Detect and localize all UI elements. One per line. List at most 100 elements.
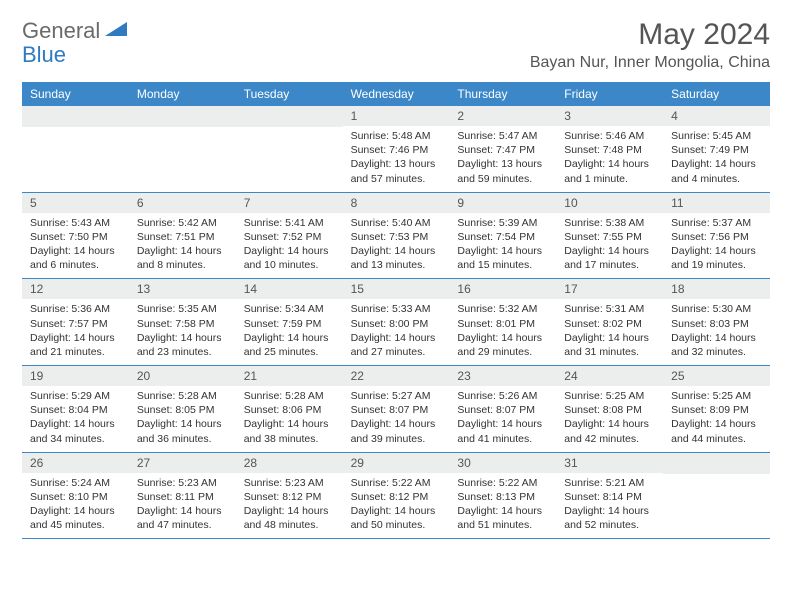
day-body: Sunrise: 5:32 AMSunset: 8:01 PMDaylight:… bbox=[449, 299, 556, 365]
day-number: 16 bbox=[449, 279, 556, 299]
day-header: Thursday bbox=[449, 82, 556, 106]
day-number: 30 bbox=[449, 453, 556, 473]
day-body: Sunrise: 5:46 AMSunset: 7:48 PMDaylight:… bbox=[556, 126, 663, 192]
day-body: Sunrise: 5:24 AMSunset: 8:10 PMDaylight:… bbox=[22, 473, 129, 539]
day-cell: 17Sunrise: 5:31 AMSunset: 8:02 PMDayligh… bbox=[556, 279, 663, 365]
day-number: 8 bbox=[343, 193, 450, 213]
week-row: 19Sunrise: 5:29 AMSunset: 8:04 PMDayligh… bbox=[22, 366, 770, 453]
empty-day bbox=[236, 106, 343, 127]
day-cell bbox=[236, 106, 343, 192]
day-number: 24 bbox=[556, 366, 663, 386]
day-number: 18 bbox=[663, 279, 770, 299]
day-cell: 5Sunrise: 5:43 AMSunset: 7:50 PMDaylight… bbox=[22, 193, 129, 279]
day-body: Sunrise: 5:30 AMSunset: 8:03 PMDaylight:… bbox=[663, 299, 770, 365]
day-cell: 20Sunrise: 5:28 AMSunset: 8:05 PMDayligh… bbox=[129, 366, 236, 452]
week-row: 12Sunrise: 5:36 AMSunset: 7:57 PMDayligh… bbox=[22, 279, 770, 366]
day-body: Sunrise: 5:47 AMSunset: 7:47 PMDaylight:… bbox=[449, 126, 556, 192]
day-body: Sunrise: 5:26 AMSunset: 8:07 PMDaylight:… bbox=[449, 386, 556, 452]
day-body: Sunrise: 5:21 AMSunset: 8:14 PMDaylight:… bbox=[556, 473, 663, 539]
day-cell: 2Sunrise: 5:47 AMSunset: 7:47 PMDaylight… bbox=[449, 106, 556, 192]
day-body: Sunrise: 5:25 AMSunset: 8:09 PMDaylight:… bbox=[663, 386, 770, 452]
day-cell: 11Sunrise: 5:37 AMSunset: 7:56 PMDayligh… bbox=[663, 193, 770, 279]
day-body: Sunrise: 5:22 AMSunset: 8:13 PMDaylight:… bbox=[449, 473, 556, 539]
day-body: Sunrise: 5:36 AMSunset: 7:57 PMDaylight:… bbox=[22, 299, 129, 365]
day-number: 13 bbox=[129, 279, 236, 299]
day-header: Friday bbox=[556, 82, 663, 106]
week-row: 1Sunrise: 5:48 AMSunset: 7:46 PMDaylight… bbox=[22, 106, 770, 193]
day-cell: 3Sunrise: 5:46 AMSunset: 7:48 PMDaylight… bbox=[556, 106, 663, 192]
day-cell bbox=[663, 453, 770, 539]
day-number: 26 bbox=[22, 453, 129, 473]
day-cell: 13Sunrise: 5:35 AMSunset: 7:58 PMDayligh… bbox=[129, 279, 236, 365]
day-cell: 6Sunrise: 5:42 AMSunset: 7:51 PMDaylight… bbox=[129, 193, 236, 279]
week-row: 26Sunrise: 5:24 AMSunset: 8:10 PMDayligh… bbox=[22, 453, 770, 540]
day-cell: 22Sunrise: 5:27 AMSunset: 8:07 PMDayligh… bbox=[343, 366, 450, 452]
day-cell: 10Sunrise: 5:38 AMSunset: 7:55 PMDayligh… bbox=[556, 193, 663, 279]
logo-text-general: General bbox=[22, 18, 100, 44]
day-body: Sunrise: 5:23 AMSunset: 8:12 PMDaylight:… bbox=[236, 473, 343, 539]
day-body: Sunrise: 5:31 AMSunset: 8:02 PMDaylight:… bbox=[556, 299, 663, 365]
day-body: Sunrise: 5:40 AMSunset: 7:53 PMDaylight:… bbox=[343, 213, 450, 279]
day-number: 19 bbox=[22, 366, 129, 386]
day-number: 1 bbox=[343, 106, 450, 126]
day-cell: 9Sunrise: 5:39 AMSunset: 7:54 PMDaylight… bbox=[449, 193, 556, 279]
day-body: Sunrise: 5:29 AMSunset: 8:04 PMDaylight:… bbox=[22, 386, 129, 452]
day-cell: 14Sunrise: 5:34 AMSunset: 7:59 PMDayligh… bbox=[236, 279, 343, 365]
day-body: Sunrise: 5:28 AMSunset: 8:06 PMDaylight:… bbox=[236, 386, 343, 452]
header: General May 2024 Bayan Nur, Inner Mongol… bbox=[22, 18, 770, 72]
day-number: 29 bbox=[343, 453, 450, 473]
day-body: Sunrise: 5:41 AMSunset: 7:52 PMDaylight:… bbox=[236, 213, 343, 279]
day-number: 6 bbox=[129, 193, 236, 213]
day-header: Sunday bbox=[22, 82, 129, 106]
logo-triangle-icon bbox=[105, 20, 127, 43]
logo-blue-row: Blue bbox=[22, 42, 66, 68]
day-header: Wednesday bbox=[343, 82, 450, 106]
day-number: 14 bbox=[236, 279, 343, 299]
day-header: Tuesday bbox=[236, 82, 343, 106]
day-cell: 1Sunrise: 5:48 AMSunset: 7:46 PMDaylight… bbox=[343, 106, 450, 192]
empty-day bbox=[663, 453, 770, 474]
day-cell: 28Sunrise: 5:23 AMSunset: 8:12 PMDayligh… bbox=[236, 453, 343, 539]
day-header: Saturday bbox=[663, 82, 770, 106]
day-body: Sunrise: 5:43 AMSunset: 7:50 PMDaylight:… bbox=[22, 213, 129, 279]
day-number: 7 bbox=[236, 193, 343, 213]
day-number: 31 bbox=[556, 453, 663, 473]
week-row: 5Sunrise: 5:43 AMSunset: 7:50 PMDaylight… bbox=[22, 193, 770, 280]
day-body: Sunrise: 5:39 AMSunset: 7:54 PMDaylight:… bbox=[449, 213, 556, 279]
location: Bayan Nur, Inner Mongolia, China bbox=[530, 54, 770, 72]
day-body: Sunrise: 5:27 AMSunset: 8:07 PMDaylight:… bbox=[343, 386, 450, 452]
day-cell: 25Sunrise: 5:25 AMSunset: 8:09 PMDayligh… bbox=[663, 366, 770, 452]
day-number: 5 bbox=[22, 193, 129, 213]
day-number: 23 bbox=[449, 366, 556, 386]
day-cell: 19Sunrise: 5:29 AMSunset: 8:04 PMDayligh… bbox=[22, 366, 129, 452]
day-cell bbox=[22, 106, 129, 192]
day-body: Sunrise: 5:35 AMSunset: 7:58 PMDaylight:… bbox=[129, 299, 236, 365]
day-cell: 29Sunrise: 5:22 AMSunset: 8:12 PMDayligh… bbox=[343, 453, 450, 539]
day-cell: 24Sunrise: 5:25 AMSunset: 8:08 PMDayligh… bbox=[556, 366, 663, 452]
day-cell bbox=[129, 106, 236, 192]
day-cell: 8Sunrise: 5:40 AMSunset: 7:53 PMDaylight… bbox=[343, 193, 450, 279]
empty-day bbox=[129, 106, 236, 127]
logo: General bbox=[22, 18, 129, 44]
day-number: 9 bbox=[449, 193, 556, 213]
day-number: 4 bbox=[663, 106, 770, 126]
day-body: Sunrise: 5:33 AMSunset: 8:00 PMDaylight:… bbox=[343, 299, 450, 365]
day-number: 20 bbox=[129, 366, 236, 386]
calendar: SundayMondayTuesdayWednesdayThursdayFrid… bbox=[22, 82, 770, 539]
day-number: 15 bbox=[343, 279, 450, 299]
day-number: 28 bbox=[236, 453, 343, 473]
day-cell: 12Sunrise: 5:36 AMSunset: 7:57 PMDayligh… bbox=[22, 279, 129, 365]
day-number: 2 bbox=[449, 106, 556, 126]
day-number: 22 bbox=[343, 366, 450, 386]
day-cell: 26Sunrise: 5:24 AMSunset: 8:10 PMDayligh… bbox=[22, 453, 129, 539]
day-body: Sunrise: 5:42 AMSunset: 7:51 PMDaylight:… bbox=[129, 213, 236, 279]
day-cell: 18Sunrise: 5:30 AMSunset: 8:03 PMDayligh… bbox=[663, 279, 770, 365]
day-number: 11 bbox=[663, 193, 770, 213]
day-body: Sunrise: 5:28 AMSunset: 8:05 PMDaylight:… bbox=[129, 386, 236, 452]
day-header-row: SundayMondayTuesdayWednesdayThursdayFrid… bbox=[22, 82, 770, 106]
day-body: Sunrise: 5:48 AMSunset: 7:46 PMDaylight:… bbox=[343, 126, 450, 192]
day-number: 3 bbox=[556, 106, 663, 126]
day-number: 21 bbox=[236, 366, 343, 386]
day-header: Monday bbox=[129, 82, 236, 106]
day-body: Sunrise: 5:34 AMSunset: 7:59 PMDaylight:… bbox=[236, 299, 343, 365]
